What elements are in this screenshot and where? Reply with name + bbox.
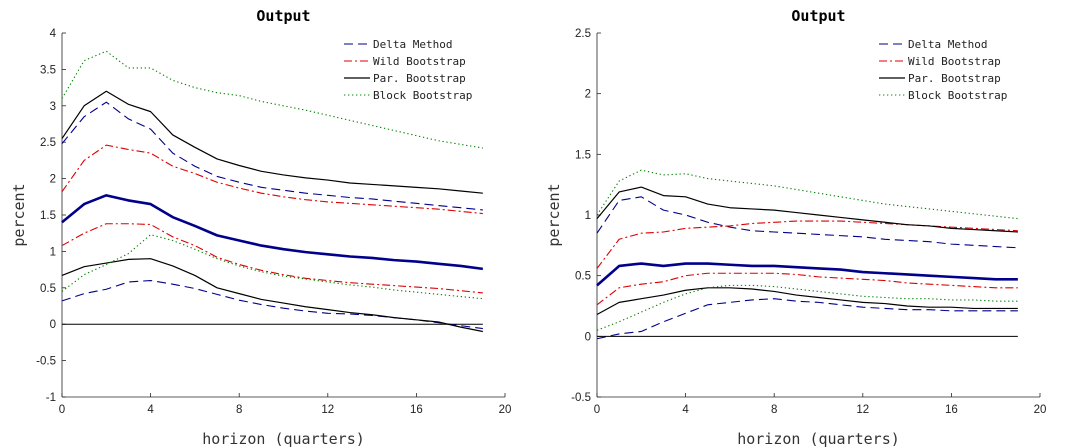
series-line-delta-method bbox=[61, 101, 483, 211]
y-tick-label: 2 bbox=[50, 174, 56, 186]
legend-label: Delta Method bbox=[373, 38, 452, 51]
series-line-par-bootstrap bbox=[596, 186, 1018, 233]
y-axis-label: percent bbox=[10, 183, 28, 246]
y-axis-label: percent bbox=[545, 183, 563, 246]
y-tick-label: -0.5 bbox=[36, 356, 56, 368]
chart-title: Output bbox=[791, 7, 845, 25]
series-line-par-bootstrap bbox=[61, 90, 483, 194]
legend-label: Block Bootstrap bbox=[908, 89, 1007, 102]
x-tick-label: 4 bbox=[682, 404, 689, 416]
x-tick-label: 0 bbox=[594, 404, 600, 416]
series-line-point-estimate bbox=[61, 194, 484, 271]
series-line-point-estimate bbox=[596, 262, 1018, 287]
y-tick-label: 0.5 bbox=[40, 283, 56, 295]
y-tick-label: 4 bbox=[50, 28, 57, 40]
y-tick-label: 1.5 bbox=[575, 149, 591, 161]
series-line-block-bootstrap bbox=[596, 284, 1018, 331]
series-line-delta-method bbox=[596, 298, 1018, 340]
y-tick-label: 3 bbox=[50, 101, 56, 113]
x-tick-label: 4 bbox=[147, 404, 154, 416]
legend-label: Par. Bootstrap bbox=[908, 72, 1001, 85]
legend-label: Delta Method bbox=[908, 38, 987, 51]
x-tick-label: 0 bbox=[59, 404, 65, 416]
y-tick-label: 3.5 bbox=[40, 64, 56, 76]
x-tick-label: 8 bbox=[236, 404, 242, 416]
series-line-delta-method bbox=[596, 196, 1018, 249]
y-tick-label: 0 bbox=[585, 331, 591, 343]
legend: Delta Method Wild Bootstrap Par. Bootstrap… bbox=[344, 38, 472, 102]
series-line-wild-bootstrap bbox=[61, 223, 483, 294]
y-tick-label: 0.5 bbox=[575, 271, 591, 283]
y-tick-label: 2.5 bbox=[40, 137, 56, 149]
y-tick-label: 1 bbox=[585, 210, 591, 222]
chart-panel-1: -1 -0.5 0 0.5 1 1.5 2 2.5 3 3.5 4 0 4 8 12 16 20 Output ho… bbox=[10, 7, 511, 448]
x-tick-label: 20 bbox=[499, 404, 512, 416]
chart-title: Output bbox=[256, 7, 310, 25]
x-tick-label: 8 bbox=[771, 404, 777, 416]
y-tick-label: -1 bbox=[46, 392, 56, 404]
x-tick-label: 16 bbox=[945, 404, 958, 416]
y-tick-label: 1 bbox=[50, 246, 56, 258]
y-tick-label: 2 bbox=[585, 89, 591, 101]
legend-label: Wild Bootstrap bbox=[373, 55, 466, 68]
series-line-wild-bootstrap bbox=[596, 272, 1018, 306]
y-tick-label: 1.5 bbox=[40, 210, 56, 222]
x-tick-label: 12 bbox=[856, 404, 869, 416]
y-tick-label: 0 bbox=[50, 319, 56, 331]
y-tick-label: 2.5 bbox=[575, 28, 591, 40]
x-tick-label: 16 bbox=[410, 404, 423, 416]
series-line-block-bootstrap bbox=[596, 169, 1018, 220]
y-tick-label: -0.5 bbox=[571, 392, 591, 404]
x-axis-label: horizon (quarters) bbox=[737, 430, 900, 448]
x-tick-label: 12 bbox=[321, 404, 334, 416]
series-line-par-bootstrap bbox=[596, 287, 1018, 316]
series-line-par-bootstrap bbox=[61, 258, 483, 333]
legend-label: Wild Bootstrap bbox=[908, 55, 1001, 68]
x-tick-label: 20 bbox=[1034, 404, 1047, 416]
series-line-block-bootstrap bbox=[61, 234, 483, 300]
series-line-wild-bootstrap bbox=[61, 144, 483, 215]
legend: Delta Method Wild Bootstrap Par. Bootstrap… bbox=[879, 38, 1007, 102]
series-line-wild-bootstrap bbox=[596, 220, 1018, 269]
x-axis-label: horizon (quarters) bbox=[202, 430, 365, 448]
legend-label: Par. Bootstrap bbox=[373, 72, 466, 85]
legend-label: Block Bootstrap bbox=[373, 89, 472, 102]
